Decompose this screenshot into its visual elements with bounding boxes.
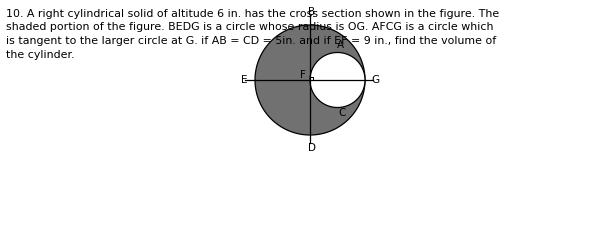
Text: G: G <box>371 75 379 85</box>
Polygon shape <box>310 52 365 107</box>
Text: F: F <box>300 70 306 80</box>
Text: B: B <box>308 7 316 17</box>
Text: A: A <box>336 40 343 51</box>
Text: C: C <box>339 109 346 118</box>
Text: is tangent to the larger circle at G. if AB = CD = 5in. and if EF = 9 in., find : is tangent to the larger circle at G. if… <box>6 36 496 46</box>
Polygon shape <box>255 25 365 135</box>
Text: 10. A right cylindrical solid of altitude 6 in. has the cross section shown in t: 10. A right cylindrical solid of altitud… <box>6 9 499 19</box>
Text: shaded portion of the figure. BEDG is a circle whose radius is OG. AFCG is a cir: shaded portion of the figure. BEDG is a … <box>6 23 494 32</box>
Text: D: D <box>308 143 316 153</box>
Text: E: E <box>240 75 247 85</box>
Text: the cylinder.: the cylinder. <box>6 50 75 59</box>
